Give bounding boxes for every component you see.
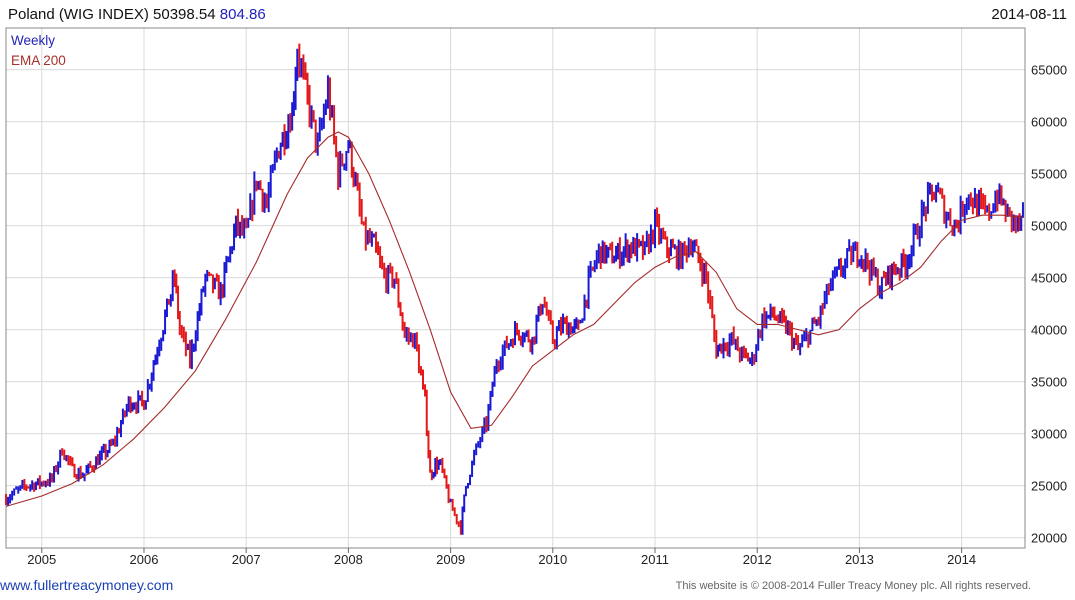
y-tick-label: 25000 xyxy=(1031,479,1067,494)
y-tick-label: 30000 xyxy=(1031,427,1067,442)
y-tick-label: 35000 xyxy=(1031,375,1067,390)
chart-title-text: Poland (WIG INDEX) 50398.54 xyxy=(8,6,216,23)
x-tick-label: 2005 xyxy=(27,552,56,567)
x-tick-label: 2014 xyxy=(947,552,976,567)
x-tick-label: 2008 xyxy=(334,552,363,567)
y-tick-label: 40000 xyxy=(1031,323,1067,338)
ema-line xyxy=(5,131,1024,507)
weekly-bars xyxy=(5,43,1024,535)
y-tick-label: 60000 xyxy=(1031,115,1067,130)
x-tick-label: 2009 xyxy=(436,552,465,567)
chart-date: 2014-08-11 xyxy=(991,6,1067,23)
x-tick-label: 2006 xyxy=(130,552,159,567)
grid-lines xyxy=(6,28,1025,548)
x-tick-label: 2007 xyxy=(232,552,261,567)
x-axis-labels: 2005 2006 2007 2008 2009 2010 2011 2012 2013 2014 xyxy=(27,548,976,567)
y-tick-label: 50000 xyxy=(1031,219,1067,234)
copyright-text: This website is © 2008-2014 Fuller Treac… xyxy=(675,580,1031,592)
site-link[interactable]: www.fullertreacymoney.com xyxy=(0,577,174,593)
chart-title: Poland (WIG INDEX) 50398.54 804.86 xyxy=(8,6,266,23)
x-tick-label: 2011 xyxy=(641,552,669,567)
y-tick-label: 55000 xyxy=(1031,167,1067,182)
plot-frame xyxy=(5,27,1026,549)
x-tick-label: 2012 xyxy=(743,552,772,567)
y-axis-labels: 20000 25000 30000 35000 40000 45000 50000 55000… xyxy=(1031,63,1067,546)
x-tick-label: 2013 xyxy=(845,552,874,567)
change-value: 804.86 xyxy=(219,6,266,23)
y-tick-label: 20000 xyxy=(1031,531,1067,546)
y-tick-label: 45000 xyxy=(1031,271,1067,286)
ema-200-line xyxy=(5,131,1024,507)
legend-ema: EMA 200 xyxy=(11,53,66,68)
legend-weekly: Weekly xyxy=(11,33,56,48)
y-tick-label: 65000 xyxy=(1031,63,1067,78)
x-tick-label: 2010 xyxy=(538,552,567,567)
